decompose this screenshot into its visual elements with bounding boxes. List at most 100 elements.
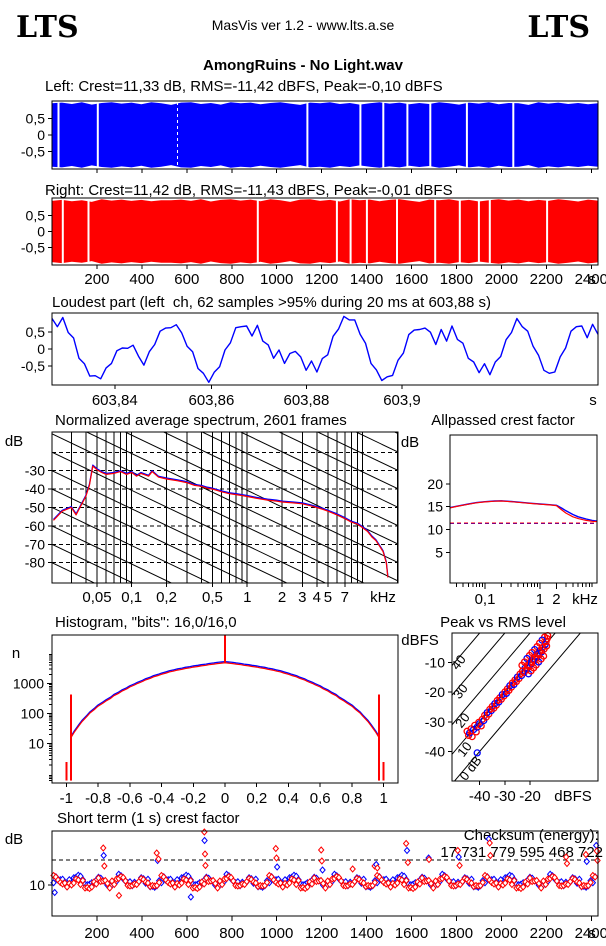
svg-text:800: 800 [219,271,244,288]
svg-text:dB: dB [401,434,419,451]
svg-text:0,5: 0,5 [26,207,46,223]
loudest-part-plot: 0,50-0,5 603,84 603,86 603,88 603,9 s [21,312,599,408]
svg-text:15: 15 [427,499,443,515]
svg-text:1200: 1200 [305,925,338,942]
svg-text:-40: -40 [469,788,491,804]
svg-text:2000: 2000 [485,925,518,942]
svg-text:s: s [589,392,597,408]
svg-text:0 dB: 0 dB [456,753,484,783]
svg-text:1000: 1000 [260,271,293,288]
peak-vs-rms-title: Peak vs RMS level [440,614,566,631]
svg-text:0,6: 0,6 [310,790,331,804]
svg-text:2400: 2400 [575,271,606,288]
svg-text:2: 2 [552,591,560,606]
svg-text:0,1: 0,1 [475,591,496,606]
svg-text:1800: 1800 [440,925,473,942]
left-waveform-plot: 0,50-0,5 [21,100,599,173]
svg-text:dB: dB [5,831,23,848]
svg-text:-80: -80 [25,555,45,571]
svg-text:1200: 1200 [305,271,338,288]
svg-text:30: 30 [450,681,471,702]
svg-text:2000: 2000 [485,271,518,288]
svg-text:s: s [588,925,596,942]
svg-text:600: 600 [174,271,199,288]
loudest-part-title: Loudest part (left ch, 62 samples >95% d… [52,294,491,311]
svg-text:603,86: 603,86 [188,392,234,408]
logo-left: LTS [16,10,79,45]
svg-text:-30: -30 [25,463,45,479]
svg-text:-40: -40 [25,481,45,497]
svg-text:200: 200 [84,271,109,288]
svg-text:600: 600 [174,925,199,942]
svg-text:0: 0 [37,127,45,143]
svg-text:100: 100 [21,706,45,722]
svg-text:20: 20 [452,710,473,731]
svg-text:10: 10 [28,736,44,752]
svg-text:1: 1 [380,790,388,804]
svg-text:0: 0 [37,341,45,357]
svg-text:1000: 1000 [260,925,293,942]
svg-text:-0,4: -0,4 [149,790,175,804]
svg-text:2200: 2200 [530,271,563,288]
svg-text:2: 2 [278,589,286,606]
svg-text:s: s [588,271,596,288]
svg-text:0,5: 0,5 [202,589,223,606]
svg-text:1: 1 [536,591,544,606]
svg-text:4: 4 [313,589,321,606]
allpass-title: Allpassed crest factor [431,412,575,429]
svg-text:2200: 2200 [530,925,563,942]
svg-text:1: 1 [243,589,251,606]
svg-text:-0,2: -0,2 [180,790,206,804]
svg-text:0,5: 0,5 [26,324,46,340]
svg-text:1600: 1600 [395,925,428,942]
spectrum-plot: -30 -40 -50 -60 -70 -80 dB 0,05 0,1 0,2 0,5 1 2 3 4 5 7 k… [5,431,399,606]
svg-text:10: 10 [427,522,443,538]
spectrum-title: Normalized average spectrum, 2601 frames [55,412,347,429]
allpass-crest-plot: 20 15 10 5 dB 0,1 1 2 kHz [401,434,598,606]
svg-text:0: 0 [221,790,229,804]
short-term-crest-plot: dB 10 200 400 600 800 1000 1200 1400 1600 1800 2000… [5,828,606,942]
svg-text:1000: 1000 [13,675,44,691]
svg-text:0,2: 0,2 [246,790,267,804]
svg-text:1800: 1800 [440,271,473,288]
svg-text:0,05: 0,05 [82,589,111,606]
left-channel-stats-label: Left: Crest=11,33 dB, RMS=-11,42 dBFS, P… [45,78,443,95]
svg-text:-1: -1 [60,790,73,804]
svg-text:0,8: 0,8 [342,790,363,804]
right-channel-stats-label: Right: Crest=11,42 dB, RMS=-11,43 dBFS, … [45,182,453,199]
svg-text:800: 800 [219,925,244,942]
svg-text:10: 10 [29,877,45,893]
histogram-title: Histogram, "bits": 16,0/16,0 [55,614,237,631]
svg-text:dBFS: dBFS [401,632,439,649]
svg-text:1400: 1400 [350,271,383,288]
svg-text:-0,6: -0,6 [117,790,143,804]
svg-text:kHz: kHz [370,589,396,606]
svg-text:-30: -30 [494,788,516,804]
svg-text:603,84: 603,84 [92,392,138,408]
svg-text:-0,8: -0,8 [85,790,111,804]
svg-text:5: 5 [435,544,443,560]
svg-text:-30: -30 [425,714,445,730]
svg-text:603,9: 603,9 [383,392,421,408]
histogram-plot: 1000 100 10 n -1 -0,8 -0,6 -0,4 -0,2 0 0,2 0,4 0,6 0,… [12,634,399,804]
short-term-title: Short term (1 s) crest factor [57,810,240,827]
svg-text:20: 20 [427,476,443,492]
svg-text:5: 5 [324,589,332,606]
svg-text:603,88: 603,88 [283,392,329,408]
svg-text:0,1: 0,1 [121,589,142,606]
svg-text:n: n [12,645,20,662]
svg-text:-40: -40 [425,743,445,759]
svg-text:400: 400 [129,925,154,942]
right-waveform-plot: 0,50-0,5 200 400 600 800 1000 1200 1400 1600 1800… [21,197,606,288]
svg-text:200: 200 [84,925,109,942]
svg-text:-0,5: -0,5 [21,358,45,374]
svg-text:0,2: 0,2 [156,589,177,606]
svg-text:-20: -20 [425,684,445,700]
svg-text:kHz: kHz [572,591,598,606]
svg-text:0,4: 0,4 [278,790,299,804]
svg-text:3: 3 [298,589,306,606]
svg-text:-20: -20 [519,788,541,804]
svg-text:-50: -50 [25,500,45,516]
